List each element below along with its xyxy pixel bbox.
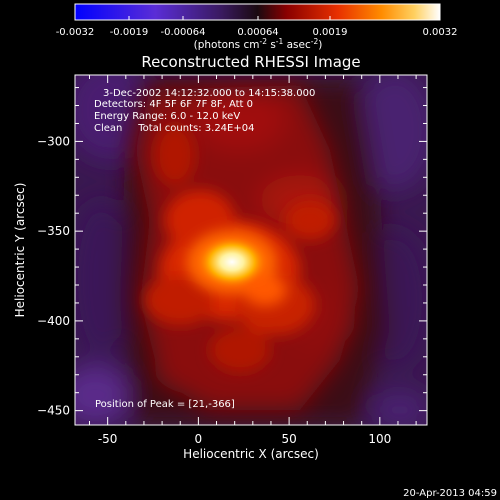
colorbar-unit-label: (photons cm-2 s-1 asec-2): [194, 37, 323, 51]
footer-timestamp: 20-Apr-2013 04:59: [403, 488, 497, 499]
colorbar-ticks: -0.0032 -0.0019 -0.00064 0.00064 0.0019 0.003…: [56, 16, 458, 38]
y-tick-label: −450: [37, 404, 70, 418]
info-line-energy: Energy Range: 6.0 - 12.0 keV: [94, 111, 240, 122]
colorbar-tick-label: -0.0019: [110, 27, 149, 38]
y-tick-label: −300: [37, 134, 70, 148]
info-line-time: 3-Dec-2002 14:12:32.000 to 14:15:38.000: [103, 88, 315, 99]
peak-position-label: Position of Peak = [21,-366]: [95, 399, 235, 410]
plot-frame: [74, 74, 428, 426]
info-line-detectors: Detectors: 4F 5F 6F 7F 8F, Att 0: [94, 99, 253, 110]
x-axis-label: Heliocentric X (arcsec): [183, 447, 319, 461]
colorbar: -0.0032 -0.0019 -0.00064 0.00064 0.0019 0.003…: [56, 3, 458, 51]
colorbar-tick-label: 0.00064: [237, 27, 278, 38]
y-tick-label: −350: [37, 224, 70, 238]
emission-peak: [194, 234, 270, 290]
x-tick-label: 50: [281, 432, 296, 446]
colorbar-tick-label: -0.00064: [161, 27, 206, 38]
x-tick-label: 0: [195, 432, 203, 446]
info-block: 3-Dec-2002 14:12:32.000 to 14:15:38.000 …: [94, 88, 315, 134]
y-tick-label: −400: [37, 314, 70, 328]
x-tick-label: 100: [368, 432, 391, 446]
plot-title: Reconstructed RHESSI Image: [141, 53, 360, 71]
axes: -50 0 50 100 −300 −350 −400 −450: [37, 75, 427, 446]
x-tick-label: -50: [98, 432, 118, 446]
y-axis-label: Heliocentric Y (arcsec): [13, 183, 27, 318]
colorbar-tick-label: 0.0019: [313, 27, 348, 38]
colorbar-tick-label: -0.0032: [56, 27, 95, 38]
info-line-clean: Clean Total counts: 3.24E+04: [94, 123, 254, 134]
colorbar-tick-label: 0.0032: [423, 27, 458, 38]
rhessi-image: [75, 75, 427, 425]
